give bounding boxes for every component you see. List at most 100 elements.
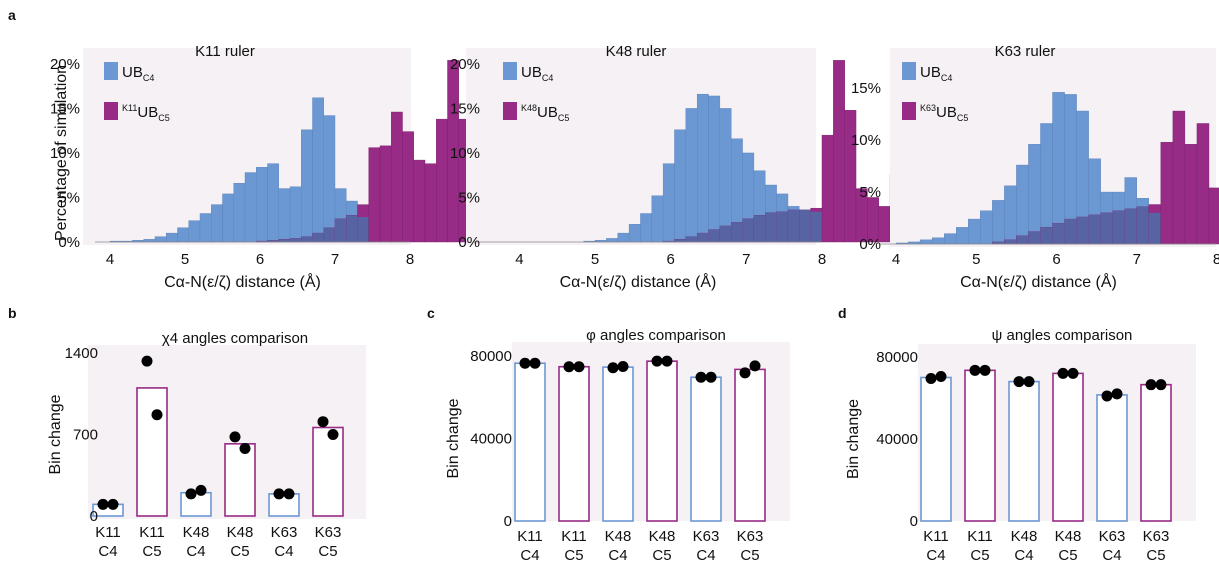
x-tick-label: 6 [256,251,264,268]
x-tick-label: K63 [737,528,764,545]
panel-letter-c: c [427,305,435,321]
histogram-bar-ub-c4 [628,223,641,243]
k48-ruler-histogram: K48 ruler 0% 5% 10% 15% 20% 4 5 6 7 8 Cα-N(ε/ζ) dis… [450,43,936,291]
histogram-bar-ub-c4 [719,108,732,243]
histogram-bar-ub-c4 [606,238,618,243]
y-tick-label: 40000 [470,431,512,448]
histogram-overlap [697,233,709,242]
data-point [1101,390,1113,402]
legend-label: UBC4 [920,64,952,83]
legend-label-base: UB [122,64,143,81]
histogram-overlap [290,238,302,242]
histogram-bar-ub-c4 [222,193,234,243]
x-tick-label: K11 [139,524,165,541]
histogram-overlap [1148,212,1161,244]
data-point [107,498,119,510]
data-point [607,362,619,374]
histogram-bar-ub-c5 [1208,187,1219,245]
legend-label-subscript: C4 [542,73,554,83]
histogram-overlap [731,222,743,242]
y-tick-label: 1400 [65,345,98,362]
bar [734,368,766,522]
panel-letter-a: a [8,7,16,23]
y-tick-label: 5% [458,189,480,206]
x-tick-label: 8 [818,251,826,268]
histogram-bar-ub-c5 [436,118,448,243]
x-tick-label: 6 [1052,251,1060,268]
histogram-overlap [742,218,754,242]
data-point [969,364,981,376]
legend-label-subscript: C4 [941,73,953,83]
y-tick-label: 0% [58,234,80,251]
histogram-bar-ub-c4 [1016,164,1029,245]
bar [180,491,212,517]
bar [224,443,256,517]
histogram-bar-ub-c4 [980,210,993,245]
histogram-overlap [787,209,800,242]
data-point [739,367,751,379]
x-tick-label: C4 [98,543,117,560]
y-tick-label: 5% [859,184,881,201]
data-point [317,416,329,428]
chart-title: χ4 angles comparison [162,330,308,347]
histogram-bar-ub-c4 [919,239,933,245]
histogram-bar-ub-c4 [233,183,246,243]
bar [1008,380,1040,522]
phi-angles-bar-chart: φ angles comparison K11 C4 K11 C5 K48 C4 K48 C5 K… [445,327,790,562]
data-point [283,488,295,500]
y-tick-label: 20% [50,56,80,73]
chart-title: ψ angles comparison [992,327,1133,344]
data-point [195,484,207,496]
legend-swatch [503,102,517,120]
histogram-overlap [357,217,369,242]
x-tick-label: K48 [227,524,254,541]
y-tick-label: 15% [450,100,480,117]
histogram-bar-ub-c4 [1040,123,1053,245]
histogram-bar-ub-c5 [424,163,437,243]
histogram-bar-ub-c4 [662,163,675,243]
histogram-bar-ub-c4 [931,237,945,245]
y-tick-label: 10% [50,145,80,162]
psi-angles-bar-chart: ψ angles comparison K11 C4 K11 C5 K48 C4 K48 C5 K… [845,327,1196,562]
legend-label-superscript: K63 [920,103,936,113]
histogram-bar-ub-c4 [256,166,268,243]
data-point [519,357,531,369]
bar [514,362,546,522]
bar [964,369,996,522]
legend-label-base: UB [936,104,957,121]
data-point [573,361,585,373]
x-tick-label: K48 [605,528,632,545]
x-tick-label: K11 [967,528,993,545]
x-axis-label: Cα-N(ε/ζ) distance (Å) [960,272,1117,291]
x-tick-label: C5 [652,547,671,562]
legend-label-subscript: C4 [143,73,155,83]
histogram-overlap [346,215,358,242]
histogram-bar-ub-c4 [267,163,279,243]
histogram-bar-ub-c4 [968,218,981,245]
histogram-bar-ub-c5 [844,110,857,243]
x-tick-label: K48 [1011,528,1038,545]
x-tick-label: K48 [183,524,210,541]
histogram-bar-ub-c4 [323,115,336,243]
data-point [979,364,991,376]
panel-letter-d: d [838,305,847,321]
histogram-overlap [1076,216,1089,244]
x-tick-label: 7 [742,251,750,268]
y-tick-label: 5% [58,189,80,206]
histogram-bar-ub-c4 [166,232,178,243]
histogram-bar-ub-c4 [674,129,687,243]
histogram-bar-ub-c5 [1160,141,1174,245]
chi4-angles-bar-chart: χ4 angles comparison K11 C4 K11 C5 K48 C4 K48 C5… [47,330,366,560]
chart-title: K11 ruler [195,43,255,60]
legend-label-base: UB [537,104,558,121]
histogram-bar-ub-c4 [992,200,1005,245]
histogram-bar-ub-c5 [368,147,381,243]
y-tick-label: 10% [851,132,881,149]
y-tick-label: 80000 [876,349,918,366]
histogram-overlap [1016,235,1029,244]
y-tick-label: 0 [504,513,512,530]
data-point [661,355,673,367]
legend-swatch [902,102,916,120]
histogram-overlap [663,241,675,242]
legend-label-base: UB [920,64,941,81]
